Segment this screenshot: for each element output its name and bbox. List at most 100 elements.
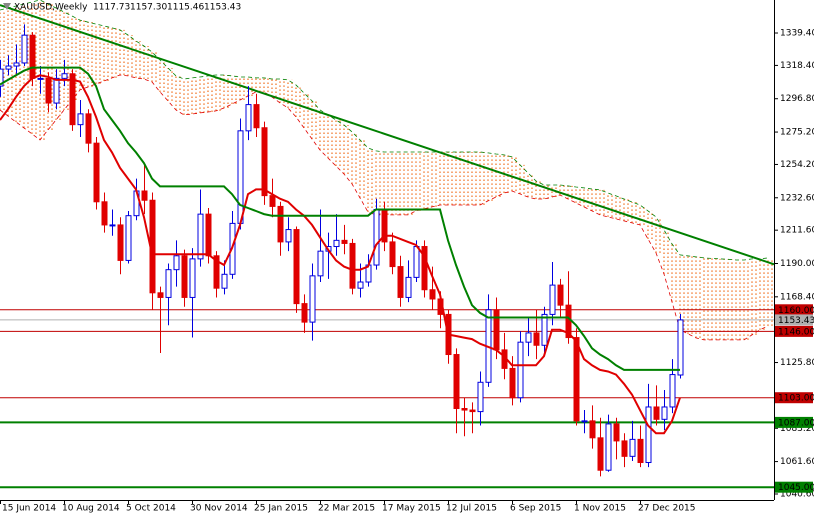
candle-body xyxy=(605,423,612,471)
candle-body xyxy=(13,62,20,67)
candle-body xyxy=(557,284,564,306)
candle-body xyxy=(493,309,500,351)
indicator-line xyxy=(0,74,681,435)
candle-body xyxy=(213,255,220,289)
candle-body xyxy=(0,68,4,87)
candle-body xyxy=(349,242,356,289)
ohlc-low: 1115.46 xyxy=(167,3,204,13)
candle-body xyxy=(277,205,284,243)
candle-body xyxy=(333,239,340,248)
candle-body xyxy=(165,269,172,298)
candle-body xyxy=(5,65,12,70)
candle-body xyxy=(173,255,180,271)
plot-area xyxy=(0,0,774,489)
candle-body xyxy=(309,275,316,323)
x-tick-label: 27 Dec 2015 xyxy=(638,504,696,514)
candle-body xyxy=(197,213,204,260)
candle-body xyxy=(237,130,244,224)
candle-body xyxy=(613,423,620,442)
y-tick-label: 1318.40 xyxy=(780,61,814,71)
ohlc-high: 1157.30 xyxy=(130,3,167,13)
candle-body xyxy=(461,408,468,411)
x-tick-label: 12 Jul 2015 xyxy=(446,504,497,514)
candle-body xyxy=(205,213,212,257)
candle-body xyxy=(77,113,84,126)
y-tick-label: 1061.60 xyxy=(780,457,814,467)
x-tick-label: 30 Nov 2014 xyxy=(190,504,248,514)
x-tick-label: 1 Nov 2015 xyxy=(574,504,626,514)
candle-body xyxy=(101,201,108,226)
x-tick-label: 22 Mar 2015 xyxy=(318,504,375,514)
candle-body xyxy=(317,250,324,277)
candle-body xyxy=(621,440,628,457)
candle-body xyxy=(397,266,404,298)
candle-body xyxy=(181,255,188,298)
candle-body xyxy=(69,73,76,126)
candle-body xyxy=(413,246,420,278)
level-label-box xyxy=(775,314,813,326)
candle-body xyxy=(525,332,532,343)
candle-body xyxy=(661,406,668,420)
candle-body xyxy=(53,77,60,104)
ohlc-close: 1153.43 xyxy=(204,3,241,13)
y-tick-label: 1168.40 xyxy=(780,292,814,302)
axes: 1339.40 1318.40 1296.80 1275.20 1254.20 1232.… xyxy=(0,29,814,514)
candle-body xyxy=(373,209,380,266)
candle-body xyxy=(677,319,684,376)
candle-body xyxy=(285,229,292,243)
candle-body xyxy=(509,367,516,399)
y-tick-label: 1275.20 xyxy=(780,128,814,138)
y-tick-label: 1339.40 xyxy=(780,29,814,39)
y-tick-label: 1296.80 xyxy=(780,94,814,104)
candle-body xyxy=(261,127,268,197)
candle-body xyxy=(421,246,428,291)
span-b xyxy=(0,0,769,261)
ohlc-open: 1117.73 xyxy=(93,3,130,13)
x-tick-label: 17 May 2015 xyxy=(382,504,441,514)
candle-body xyxy=(189,258,196,298)
candle-body xyxy=(645,406,652,464)
level-label: 1103.00 xyxy=(778,394,814,404)
candle-body xyxy=(37,77,44,80)
level-label-box xyxy=(775,481,813,493)
level-label-box xyxy=(775,325,813,337)
candle-body xyxy=(637,438,644,464)
candle-body xyxy=(301,303,308,323)
trendline xyxy=(0,4,774,266)
candle-body xyxy=(389,241,396,268)
level-label: 1146.00 xyxy=(778,327,814,337)
symbol: XAUUSD,Weekly xyxy=(14,3,88,13)
x-tick-label: 25 Jan 2015 xyxy=(254,504,308,514)
level-label: 1087.00 xyxy=(778,418,814,428)
level-label-box xyxy=(775,392,813,404)
candle-body xyxy=(629,438,636,457)
candle-body xyxy=(253,104,260,129)
candle-body xyxy=(669,374,676,408)
header-icon xyxy=(3,3,11,10)
level-label: 1153.43 xyxy=(778,316,814,326)
candle-body xyxy=(45,77,52,104)
candle-body xyxy=(597,437,604,471)
candle-body xyxy=(357,281,364,289)
x-tick-label: 5 Oct 2014 xyxy=(126,504,176,514)
candle-body xyxy=(117,224,124,261)
y-tick-label: 1083.20 xyxy=(780,424,814,434)
candle-body xyxy=(477,381,484,413)
candle-body xyxy=(549,284,556,315)
candle-body xyxy=(221,273,228,289)
y-tick-label: 1125.80 xyxy=(780,358,814,368)
candle-body xyxy=(61,73,68,79)
x-tick-label: 15 Jun 2014 xyxy=(2,504,56,514)
y-tick-label: 1190.00 xyxy=(780,259,814,269)
candle-body xyxy=(125,215,132,261)
candle-body xyxy=(29,34,36,79)
candle-body xyxy=(517,341,524,399)
x-tick-label: 6 Sep 2015 xyxy=(510,504,561,514)
candle-body xyxy=(157,292,164,298)
level-label-box xyxy=(775,304,813,316)
candle-body xyxy=(533,332,540,346)
y-tick-label: 1211.60 xyxy=(780,226,814,236)
